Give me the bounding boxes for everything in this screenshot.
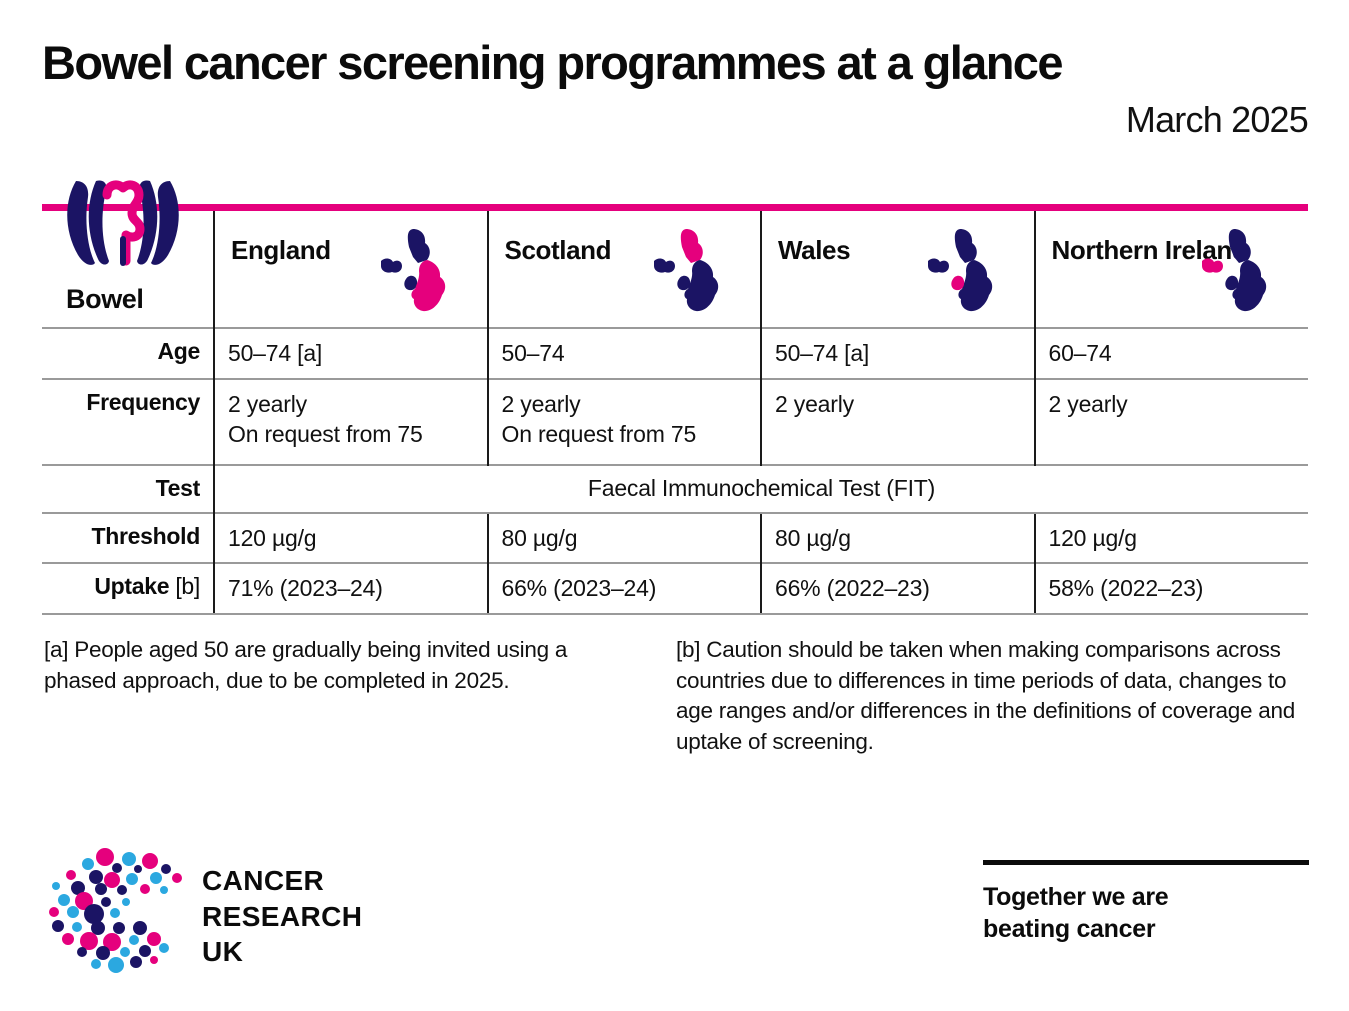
footnote-a: [a] People aged 50 are gradually being i… bbox=[44, 637, 568, 693]
row-label-text: Age bbox=[157, 338, 200, 364]
cruk-dots-c-icon bbox=[46, 848, 186, 978]
column-header-scotland: Scotland bbox=[486, 211, 761, 328]
cell-threshold-england: 120 µg/g bbox=[213, 511, 488, 564]
row-label-text: Threshold bbox=[91, 522, 201, 549]
cell-threshold-wales: 80 µg/g bbox=[760, 511, 1035, 564]
table-row: Threshold 120 µg/g 80 µg/g 80 µg/g 120 µ… bbox=[42, 511, 1308, 564]
cell-age-scotland: 50–74 bbox=[486, 327, 761, 379]
cell-value: 120 µg/g bbox=[228, 524, 317, 551]
cell-value: 66% (2023–24) bbox=[501, 575, 657, 602]
cruk-wordmark-line3: UK bbox=[202, 936, 244, 968]
table-bottom-rule bbox=[42, 612, 1308, 615]
header-corner-cell: Bowel bbox=[42, 180, 214, 328]
row-label-uptake: Uptake [b] bbox=[42, 562, 214, 613]
cell-value-line2: On request from 75 bbox=[501, 421, 697, 448]
table-row: Frequency 2 yearly On request from 75 2 … bbox=[42, 377, 1308, 465]
cell-value: 58% (2022–23) bbox=[1048, 575, 1204, 602]
cell-value: 120 µg/g bbox=[1048, 524, 1138, 551]
column-header-label: Wales bbox=[778, 235, 851, 265]
column-header-wales: Wales bbox=[760, 211, 1035, 328]
table-row: Test Faecal Immunochemical Test (FIT) bbox=[42, 463, 1308, 513]
row-label-threshold: Threshold bbox=[42, 511, 214, 564]
uk-map-northern-ireland-icon bbox=[1194, 227, 1270, 315]
screening-table-grid: Bowel England Scotland bbox=[42, 180, 1308, 613]
cell-value: 80 µg/g bbox=[501, 524, 578, 551]
column-header-northern-ireland: Northern Ireland bbox=[1033, 211, 1308, 328]
table-row: Uptake [b] 71% (2023–24) 66% (2023–24) 6… bbox=[42, 562, 1308, 613]
cell-frequency-scotland: 2 yearly On request from 75 bbox=[486, 377, 761, 465]
column-header-label: Scotland bbox=[504, 235, 612, 265]
tagline-line1: Together we are bbox=[983, 883, 1169, 911]
cruk-wordmark-line2: RESEARCH bbox=[202, 900, 363, 932]
cell-value: 80 µg/g bbox=[775, 524, 851, 551]
screening-table: Bowel England Scotland bbox=[42, 180, 1308, 615]
cell-threshold-northern-ireland: 120 µg/g bbox=[1033, 511, 1308, 564]
cell-value-line1: 2 yearly bbox=[501, 390, 581, 417]
row-label-text: Test bbox=[155, 474, 201, 501]
pink-top-rule bbox=[42, 204, 1308, 211]
cell-value-line2: On request from 75 bbox=[228, 421, 423, 448]
cruk-wordmark: CANCER RESEARCH UK bbox=[202, 863, 362, 970]
cell-value: 71% (2023–24) bbox=[228, 575, 383, 602]
cell-value-line1: 2 yearly bbox=[228, 390, 307, 417]
page-date: March 2025 bbox=[1125, 99, 1309, 141]
cell-age-wales: 50–74 [a] bbox=[760, 327, 1035, 379]
row-label-frequency: Frequency bbox=[42, 377, 214, 465]
tagline-line2: beating cancer bbox=[983, 915, 1156, 943]
cell-uptake-england: 71% (2023–24) bbox=[213, 562, 488, 613]
cell-value: Faecal Immunochemical Test (FIT) bbox=[587, 474, 936, 501]
table-header-row: Bowel England Scotland bbox=[42, 180, 1308, 328]
cell-uptake-scotland: 66% (2023–24) bbox=[486, 562, 761, 613]
cell-frequency-wales: 2 yearly bbox=[760, 377, 1035, 465]
tagline-rule bbox=[983, 860, 1309, 865]
cruk-logo: CANCER RESEARCH UK bbox=[46, 848, 446, 978]
tagline-text: Together we are beating cancer bbox=[983, 881, 1313, 945]
bowel-icon bbox=[62, 179, 184, 267]
uk-map-scotland-icon bbox=[646, 227, 722, 315]
page-title: Bowel cancer screening programmes at a g… bbox=[42, 36, 1063, 89]
column-header-england: England bbox=[213, 211, 488, 328]
cruk-wordmark-line1: CANCER bbox=[202, 865, 325, 896]
column-header-label: England bbox=[231, 235, 331, 265]
cell-value: 66% (2022–23) bbox=[775, 575, 930, 602]
footnote-b: [b] Caution should be taken when making … bbox=[676, 637, 1296, 754]
tagline-block: Together we are beating cancer bbox=[983, 860, 1313, 945]
cell-threshold-scotland: 80 µg/g bbox=[486, 511, 761, 564]
uk-map-england-icon bbox=[373, 227, 449, 315]
row-label-text: Uptake bbox=[94, 573, 170, 600]
title-block: Bowel cancer screening programmes at a g… bbox=[42, 36, 1309, 141]
column-header-label: Northern Ireland bbox=[1051, 235, 1248, 265]
cell-value-line1: 2 yearly bbox=[775, 390, 854, 417]
row-label-footnote-ref: [b] bbox=[169, 573, 200, 600]
cell-frequency-england: 2 yearly On request from 75 bbox=[213, 377, 488, 465]
cell-age-northern-ireland: 60–74 bbox=[1033, 327, 1308, 379]
table-corner-label: Bowel bbox=[66, 284, 144, 314]
cell-value: 50–74 bbox=[501, 340, 565, 366]
uk-map-wales-icon bbox=[920, 227, 996, 315]
cell-frequency-northern-ireland: 2 yearly bbox=[1033, 377, 1308, 465]
cell-uptake-northern-ireland: 58% (2022–23) bbox=[1033, 562, 1308, 613]
row-label-text: Frequency bbox=[86, 388, 200, 415]
row-label-test: Test bbox=[42, 463, 214, 513]
cell-value: 50–74 [a] bbox=[775, 340, 870, 366]
row-label-age: Age bbox=[42, 327, 214, 379]
cell-value-line1: 2 yearly bbox=[1048, 390, 1128, 417]
table-row: Age 50–74 [a] 50–74 50–74 [a] 60–74 bbox=[42, 327, 1308, 379]
cell-uptake-wales: 66% (2022–23) bbox=[760, 562, 1035, 613]
cell-test-all-countries: Faecal Immunochemical Test (FIT) bbox=[213, 463, 1308, 513]
cell-value: 60–74 bbox=[1048, 340, 1112, 366]
cell-age-england: 50–74 [a] bbox=[213, 327, 488, 379]
cell-value: 50–74 [a] bbox=[228, 340, 323, 366]
